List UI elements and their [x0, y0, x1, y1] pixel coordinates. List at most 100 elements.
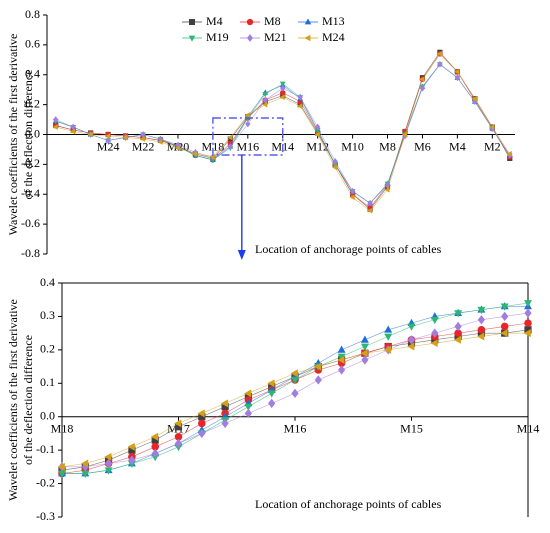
- marker: [430, 316, 439, 325]
- marker: [297, 103, 303, 109]
- marker: [244, 408, 252, 419]
- y-tick-label: -0.6: [21, 216, 40, 230]
- y-tick-label: 0.4: [25, 67, 40, 81]
- marker: [304, 34, 311, 42]
- marker: [524, 319, 532, 327]
- marker: [524, 300, 532, 308]
- marker: [454, 329, 462, 337]
- marker: [122, 134, 128, 141]
- x-tick-label: M16: [284, 421, 307, 435]
- marker: [401, 131, 408, 138]
- marker: [523, 329, 531, 338]
- marker: [139, 136, 146, 142]
- marker: [437, 60, 443, 68]
- marker: [151, 436, 159, 444]
- y-tick-label: 0.1: [40, 375, 55, 389]
- marker: [244, 112, 250, 118]
- marker: [81, 470, 90, 478]
- marker: [338, 365, 346, 375]
- marker: [127, 442, 135, 451]
- marker: [174, 145, 181, 151]
- marker: [189, 19, 195, 25]
- marker: [500, 322, 509, 331]
- marker: [52, 124, 58, 130]
- marker: [198, 413, 206, 421]
- x-tick-label: M6: [414, 139, 431, 153]
- y-tick-label: 0.0: [25, 126, 40, 140]
- marker: [337, 353, 346, 361]
- marker: [366, 207, 373, 214]
- marker: [315, 123, 321, 131]
- marker: [384, 181, 391, 189]
- legend-label: M8: [264, 14, 281, 28]
- marker: [304, 18, 312, 25]
- marker: [297, 93, 303, 101]
- marker: [314, 131, 320, 138]
- x-tick-label: M2: [484, 139, 501, 153]
- zoom-box: [212, 117, 284, 156]
- marker: [430, 339, 438, 348]
- marker: [151, 443, 159, 451]
- marker: [70, 123, 76, 131]
- marker: [246, 18, 254, 26]
- marker: [280, 89, 286, 96]
- x-tick-label: M14: [517, 421, 540, 435]
- marker: [262, 101, 268, 108]
- x-tick-label: M10: [341, 139, 364, 153]
- marker: [477, 332, 485, 341]
- y-tick-label: 0.3: [40, 308, 55, 322]
- marker: [471, 95, 477, 102]
- marker: [367, 199, 373, 207]
- marker: [419, 76, 425, 83]
- marker: [57, 462, 65, 471]
- marker: [262, 92, 269, 98]
- marker: [453, 335, 461, 344]
- marker: [384, 333, 393, 341]
- marker: [58, 470, 66, 478]
- marker: [506, 151, 512, 157]
- marker: [477, 306, 486, 315]
- y-tick-label: -0.4: [21, 186, 40, 200]
- y-tick-label: 0.0: [40, 408, 55, 422]
- marker: [454, 310, 463, 318]
- marker: [198, 419, 206, 428]
- marker: [150, 432, 159, 441]
- marker: [290, 369, 298, 378]
- y-tick-label: -0.2: [36, 475, 55, 489]
- marker: [361, 355, 369, 365]
- marker: [431, 328, 439, 338]
- marker: [174, 438, 183, 449]
- marker: [500, 303, 509, 311]
- marker: [244, 389, 252, 398]
- marker: [262, 96, 268, 104]
- marker: [197, 409, 205, 418]
- marker: [244, 403, 253, 412]
- legend-label: M19: [206, 30, 229, 44]
- marker: [360, 343, 369, 351]
- x-tick-label: M18: [51, 421, 74, 435]
- marker: [489, 124, 495, 130]
- marker: [337, 355, 345, 364]
- marker: [291, 388, 299, 398]
- marker: [332, 158, 338, 165]
- marker: [349, 187, 356, 195]
- marker: [477, 315, 485, 325]
- y-tick-label: 0.8: [25, 7, 40, 21]
- marker: [192, 151, 198, 157]
- marker: [279, 81, 286, 87]
- marker: [151, 448, 159, 459]
- legend-label: M21: [264, 30, 287, 44]
- y-tick-label: 0.4: [40, 275, 55, 289]
- y-axis-title: Wavelet coefficients of the first deriva…: [6, 34, 20, 236]
- marker: [80, 459, 89, 468]
- marker: [245, 120, 251, 128]
- x-tick-label: M8: [379, 139, 396, 153]
- marker: [105, 458, 113, 469]
- marker: [105, 137, 111, 144]
- marker: [477, 326, 486, 334]
- legend-label: M13: [322, 14, 345, 28]
- marker: [53, 116, 59, 123]
- marker: [128, 446, 136, 454]
- x-tick-label: M24: [97, 139, 120, 153]
